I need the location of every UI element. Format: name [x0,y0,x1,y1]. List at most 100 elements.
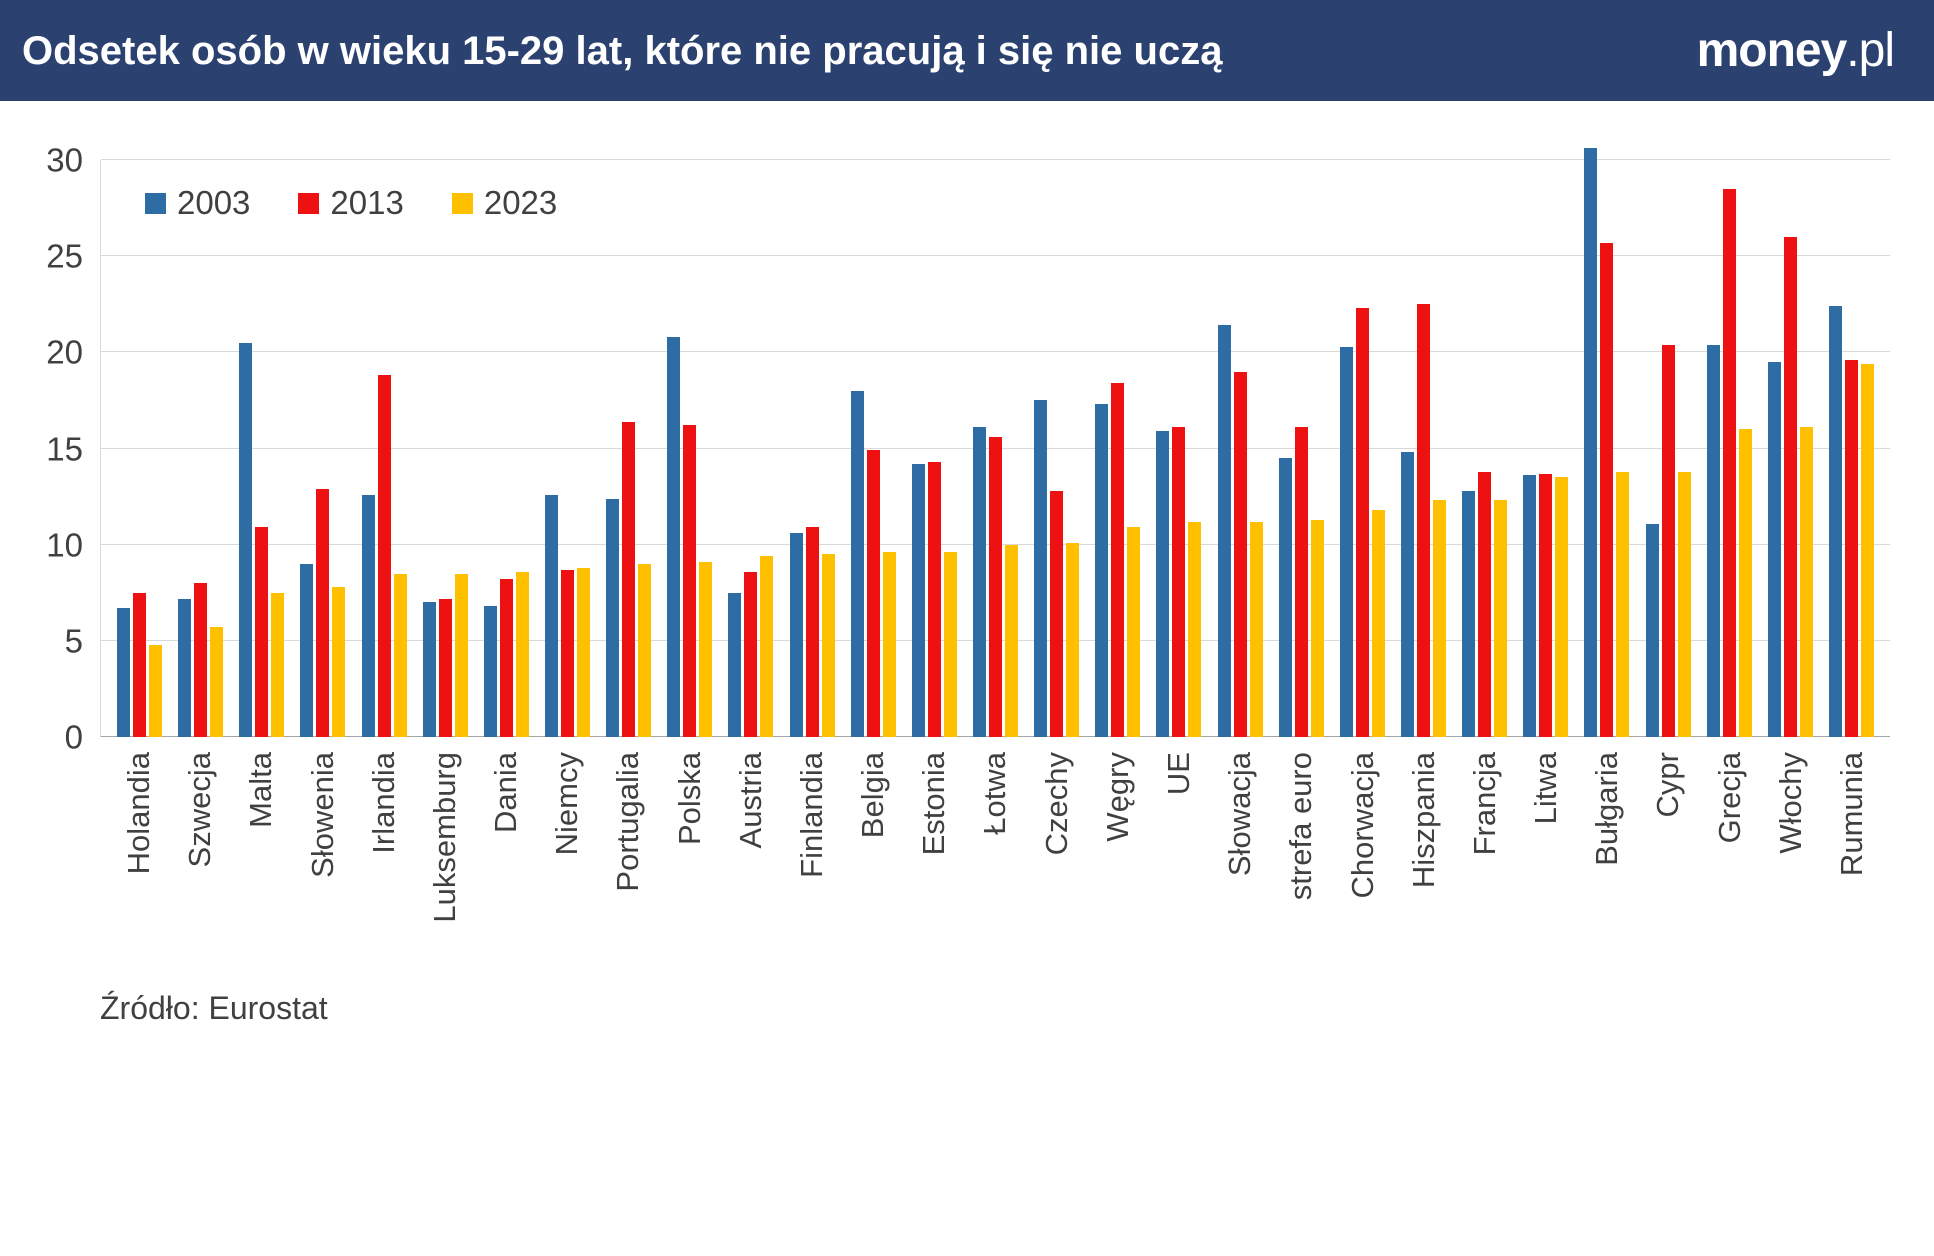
x-axis-label: Czechy [1038,752,1074,856]
x-label-cell: Słowacja [1209,752,1270,970]
bar-2013 [927,461,941,737]
bar-2003 [178,598,192,737]
y-tick-label: 30 [46,141,83,179]
x-label-cell: strefa euro [1270,752,1331,970]
bar-group [1393,160,1454,737]
bar-2023 [1861,363,1874,737]
bar-2023 [332,586,346,737]
x-label-cell: Belgia [842,752,903,970]
bar-2023 [943,552,957,737]
money-pl-logo: money.pl [1696,23,1895,78]
x-axis-label: strefa euro [1283,752,1319,901]
x-axis-label: Austria [732,752,768,849]
x-axis-label: Węgry [1099,752,1135,842]
bar-2013 [683,425,697,737]
x-label-cell: Cypr [1637,752,1698,970]
legend-item-2013: 2013 [298,184,404,222]
bar-2003 [1767,361,1781,737]
bar-2013 [1050,490,1064,737]
x-axis-label: Finlandia [793,752,829,878]
x-axis-label: Słowenia [304,752,340,878]
x-label-cell: Hiszpania [1393,752,1454,970]
x-axis-label: Francja [1466,752,1502,856]
y-tick-label: 25 [46,237,83,275]
bar-2023 [1127,527,1141,737]
legend-label: 2013 [330,184,404,221]
bar-2023 [454,573,468,737]
bar-2003 [789,533,803,737]
x-label-cell: Austria [720,752,781,970]
bar-2003 [1523,475,1537,737]
bar-2003 [728,592,742,737]
bar-2023 [882,552,896,737]
bar-2013 [561,569,575,737]
y-tick-label: 5 [64,622,83,660]
source-note: Źródło: Eurostat [100,990,328,1026]
x-axis-label: Belgia [855,752,891,839]
x-label-cell: Estonia [903,752,964,970]
bar-group [1271,160,1332,737]
gridline [101,351,1890,353]
x-label-cell: Bułgaria [1576,752,1637,970]
x-label-cell: Słowenia [292,752,353,970]
bar-2023 [1799,427,1813,737]
bar-2013 [255,527,269,737]
bar-group [109,160,170,737]
x-axis-label: Malta [243,752,279,828]
x-axis-label: UE [1161,752,1196,796]
legend-swatch [451,192,473,214]
y-tick-label: 20 [46,333,83,371]
x-label-cell: Holandia [108,752,169,970]
bar-group [1148,160,1209,737]
bar-group [1210,160,1271,737]
x-axis-label: Litwa [1528,752,1564,825]
bar-group [170,160,231,737]
x-label-cell: Grecja [1698,752,1759,970]
bar-2013 [1417,304,1431,737]
bar-group [1699,160,1760,737]
x-label-cell: Malta [230,752,291,970]
bar-2013 [1172,427,1186,737]
gridline [101,255,1890,257]
bar-2023 [515,571,529,737]
x-label-cell: Węgry [1087,752,1148,970]
page-title: Odsetek osób w wieku 15-29 lat, które ni… [22,28,1223,73]
bar-2013 [1661,344,1675,737]
bar-2003 [1156,431,1170,737]
bar-group [659,160,720,737]
bar-2003 [911,463,925,737]
bar-2013 [499,579,513,737]
bar-2003 [117,608,131,737]
bar-2013 [805,527,819,737]
bar-group [1760,160,1821,737]
x-label-cell: Szwecja [169,752,230,970]
bar-2013 [316,488,330,737]
bar-2023 [1433,500,1447,737]
x-label-cell: Finlandia [781,752,842,970]
bar-2013 [194,583,208,737]
bar-2013 [1722,188,1736,737]
x-label-cell: Łotwa [964,752,1025,970]
bar-2023 [393,573,407,737]
bar-2003 [1401,452,1415,737]
bar-group [1638,160,1699,737]
legend-item-2023: 2023 [451,184,557,222]
bar-2023 [760,556,774,737]
bar-2003 [239,342,253,737]
bar-2013 [1600,242,1614,737]
bar-2003 [667,336,681,737]
bar-group [720,160,781,737]
x-axis-label: Łotwa [977,752,1013,835]
bar-2023 [1371,510,1385,737]
legend-swatch [298,192,320,214]
bar-2003 [300,563,314,737]
bar-2023 [577,567,591,737]
logo-money-text: money [1696,24,1848,77]
bar-group [476,160,537,737]
x-axis-label: Chorwacja [1344,752,1380,899]
bar-2003 [1339,346,1353,737]
bar-2023 [821,554,835,737]
x-axis-label: Cypr [1650,752,1686,818]
bar-2013 [1478,471,1492,737]
bar-2003 [850,390,864,737]
